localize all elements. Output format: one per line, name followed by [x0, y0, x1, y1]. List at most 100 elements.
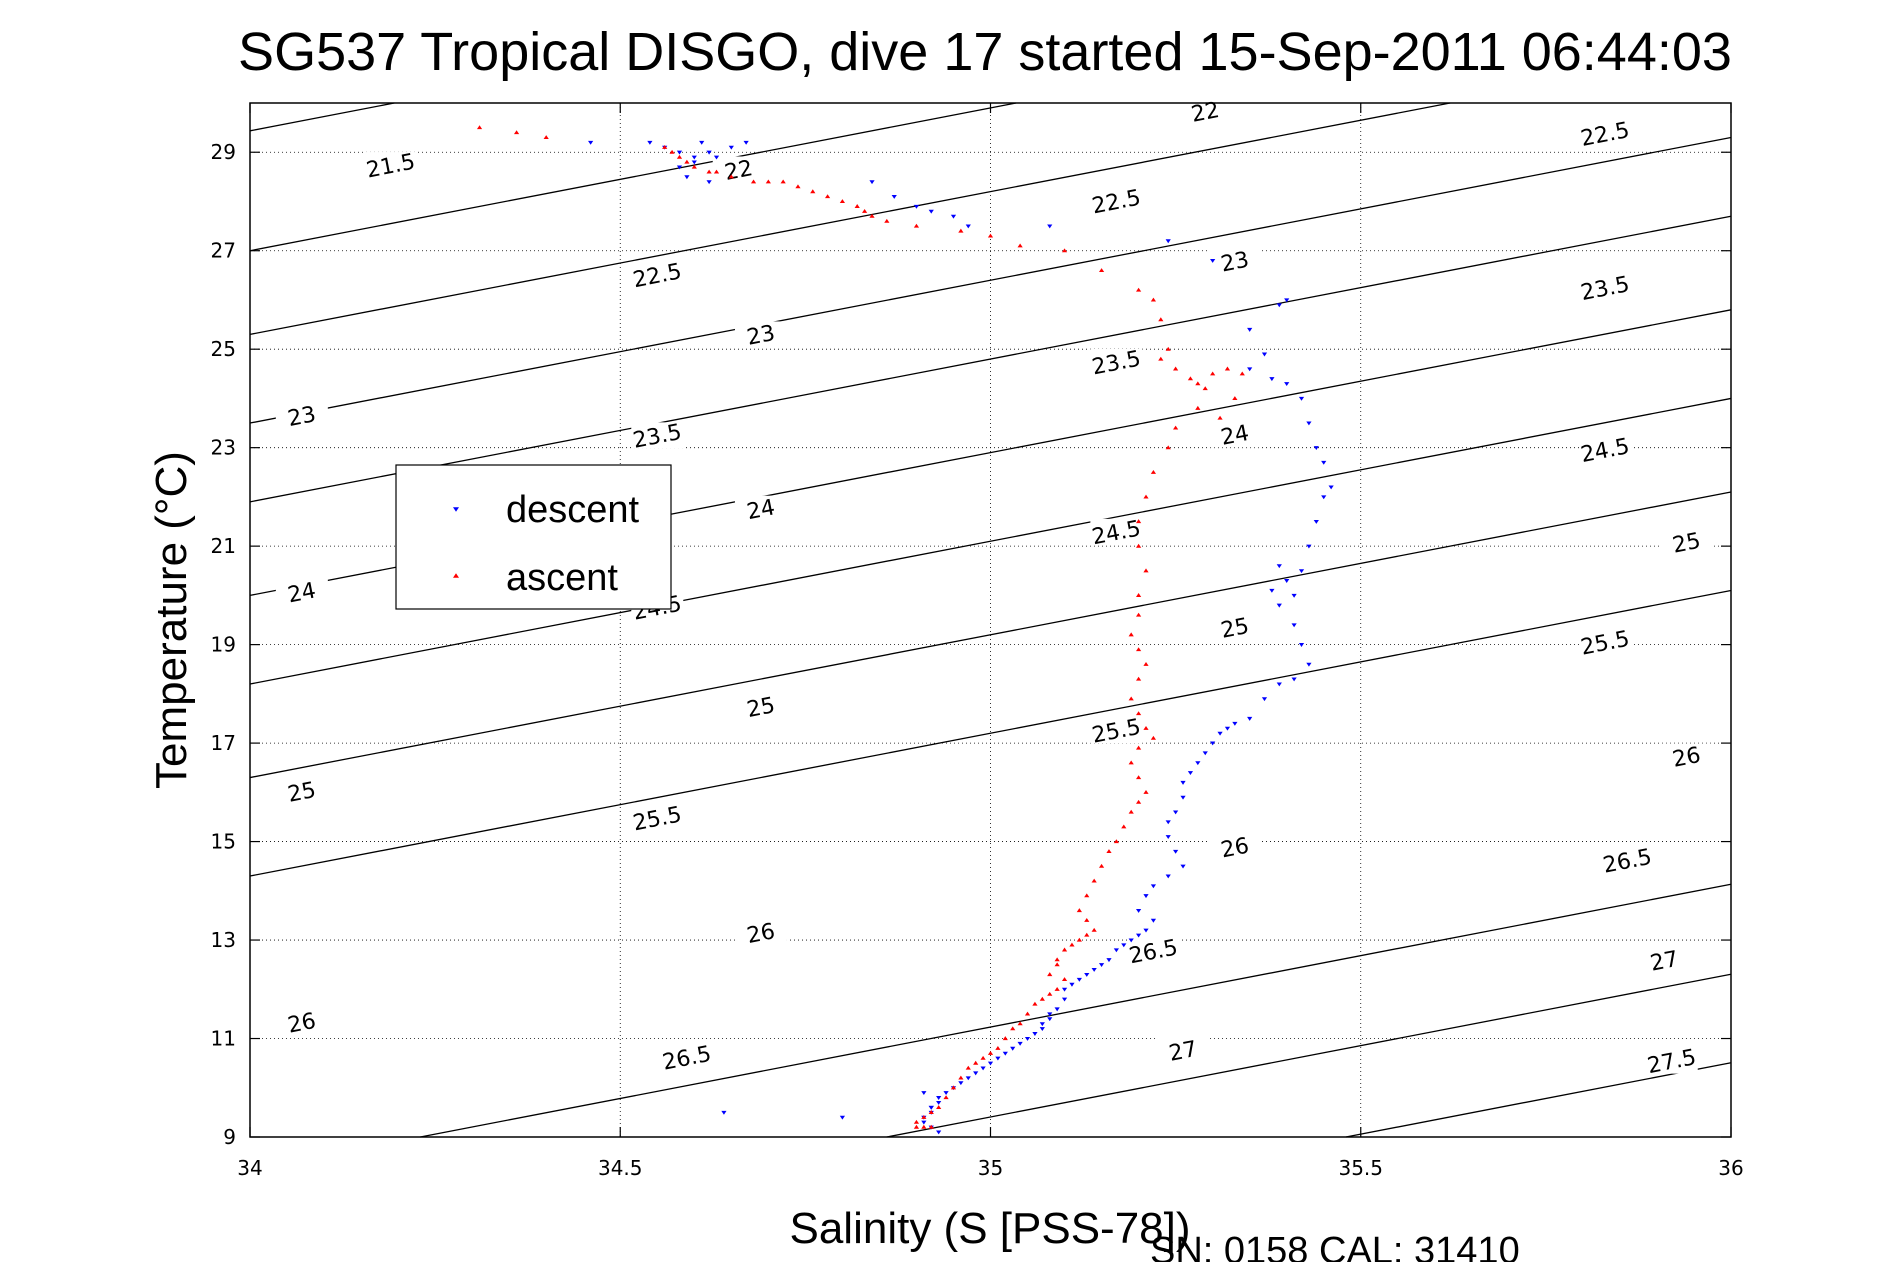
- descent-point: [1232, 721, 1238, 726]
- y-tick-label: 19: [211, 633, 236, 657]
- y-tick-label: 25: [211, 337, 236, 361]
- ascent-point: [684, 159, 690, 164]
- ascent-point: [1106, 849, 1112, 853]
- ascent-point: [1150, 735, 1157, 740]
- ascent-point: [1010, 1026, 1016, 1031]
- descent-point: [1306, 421, 1312, 426]
- contour-label-background: [631, 422, 684, 449]
- ascent-point: [1136, 745, 1142, 750]
- contour-label: 25: [286, 778, 318, 808]
- ascent-point: [1136, 519, 1142, 524]
- y-tick-label: 21: [211, 534, 236, 558]
- descent-point: [1165, 874, 1171, 879]
- density-contour-line: [886, 973, 1732, 1138]
- ascent-point: [1136, 711, 1142, 716]
- descent-point: [1150, 884, 1157, 889]
- density-contour-line: [249, 589, 1732, 877]
- ascent-point: [1136, 287, 1142, 292]
- ascent-point: [691, 164, 697, 169]
- descent-point: [1291, 623, 1297, 628]
- descent-point: [1047, 1017, 1053, 1022]
- contour-label: 27: [1167, 1037, 1199, 1067]
- descent-point: [691, 155, 697, 160]
- descent-point: [721, 1110, 727, 1115]
- ascent-point: [476, 125, 483, 130]
- ascent-point: [1232, 396, 1238, 400]
- descent-point: [1269, 377, 1275, 382]
- ascent-point: [1150, 297, 1157, 302]
- ascent-point: [713, 169, 720, 174]
- descent-point: [713, 155, 720, 160]
- ascent-point: [1032, 1001, 1038, 1006]
- contour-label: 27: [1648, 947, 1680, 977]
- descent-point: [1291, 677, 1297, 682]
- descent-point: [1321, 495, 1327, 500]
- descent-point: [1143, 928, 1149, 933]
- descent-point: [965, 224, 971, 229]
- ascent-point: [1091, 927, 1097, 932]
- contour-label-background: [1579, 436, 1632, 463]
- descent-point: [965, 1076, 971, 1081]
- descent-point: [913, 204, 920, 209]
- ascent-point: [1136, 543, 1142, 548]
- descent-point: [1269, 588, 1275, 593]
- descent-point: [1150, 918, 1157, 923]
- descent-point: [1298, 643, 1305, 647]
- ascent-legend-symbol: [453, 573, 459, 578]
- ascent-point: [928, 1110, 934, 1114]
- grid-lines: [250, 103, 1731, 1138]
- contour-label: 23: [745, 321, 777, 351]
- ascent-point: [1054, 957, 1060, 962]
- legend-label-descent: descent: [506, 489, 640, 531]
- ascent-point: [839, 199, 845, 204]
- legend-label-ascent: ascent: [506, 557, 618, 599]
- ascent-point: [1136, 612, 1142, 617]
- contour-label-background: [1645, 1047, 1698, 1074]
- contour-label-background: [1090, 187, 1143, 214]
- descent-point: [676, 150, 683, 155]
- ascent-point: [765, 179, 771, 184]
- ascent-point: [1121, 824, 1127, 829]
- descent-point: [691, 160, 697, 165]
- ascent-point: [1128, 696, 1134, 701]
- ascent-point: [1173, 425, 1179, 430]
- descent-point: [1002, 1051, 1008, 1056]
- descent-point: [1284, 382, 1290, 386]
- ascent-point: [1136, 647, 1142, 652]
- contour-label-background: [275, 402, 328, 429]
- descent-point: [1210, 259, 1216, 263]
- ascent-point: [1143, 494, 1149, 499]
- ascent-point: [780, 179, 786, 184]
- descent-point: [1032, 1032, 1038, 1036]
- density-contour-line: [249, 102, 395, 132]
- descent-point: [1091, 968, 1097, 972]
- ascent-point: [1136, 593, 1142, 597]
- ascent-point: [1165, 445, 1171, 450]
- ascent-point: [1091, 878, 1097, 883]
- contour-label: 24: [1219, 421, 1251, 451]
- descent-point: [1106, 958, 1112, 963]
- descent-point: [1313, 519, 1319, 524]
- contour-label-background: [1090, 717, 1143, 744]
- contour-label-background: [1090, 518, 1143, 545]
- descent-point: [1047, 224, 1053, 229]
- contour-label-background: [1127, 937, 1180, 964]
- density-contour-line: [1345, 1062, 1732, 1138]
- ascent-point: [1136, 676, 1142, 681]
- ascent-point: [995, 1046, 1001, 1050]
- y-tick-label: 23: [211, 436, 236, 460]
- ascent-point: [1061, 947, 1068, 952]
- descent-point: [1010, 1046, 1016, 1051]
- contour-label-background: [275, 778, 328, 805]
- ascent-point: [1084, 893, 1090, 898]
- descent-point: [936, 1130, 942, 1135]
- descent-point: [928, 209, 934, 214]
- contour-label-background: [712, 156, 765, 183]
- ascent-point: [1187, 376, 1194, 381]
- ascent-point: [1098, 863, 1105, 868]
- descent-point: [1069, 982, 1075, 987]
- descent-point: [1195, 761, 1201, 766]
- descent-point: [1276, 682, 1282, 687]
- descent-point: [921, 1120, 927, 1125]
- ascent-point: [662, 144, 668, 149]
